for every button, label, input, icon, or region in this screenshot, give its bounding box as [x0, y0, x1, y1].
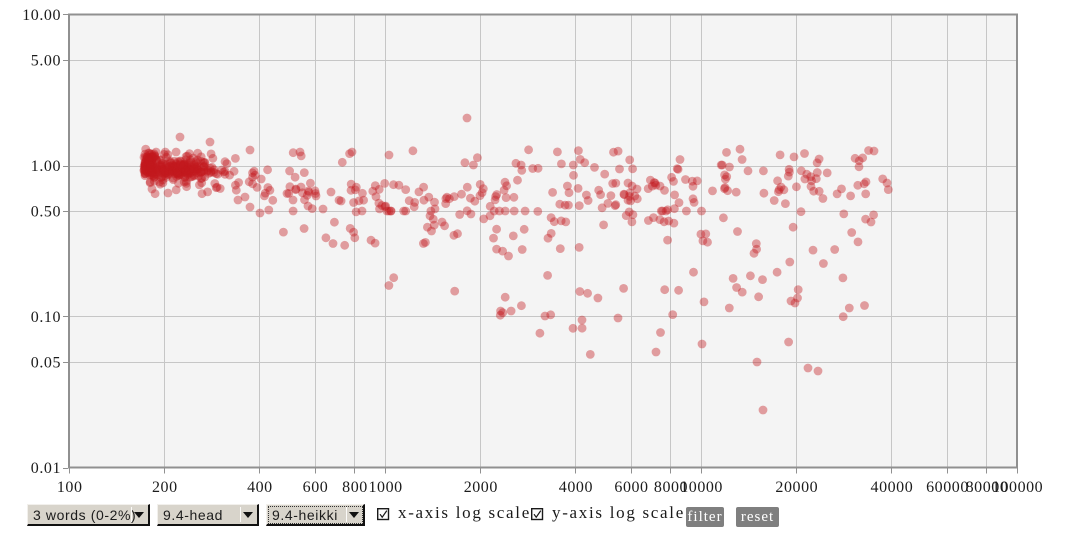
svg-text:0.05: 0.05 [31, 355, 61, 372]
svg-text:10000: 10000 [680, 479, 723, 496]
svg-text:10.00: 10.00 [22, 7, 61, 24]
svg-text:0.01: 0.01 [31, 460, 61, 477]
svg-text:2000: 2000 [464, 479, 498, 496]
svg-text:200: 200 [152, 479, 178, 496]
svg-text:6000: 6000 [614, 479, 648, 496]
svg-text:4000: 4000 [559, 479, 593, 496]
svg-text:1.00: 1.00 [31, 158, 61, 175]
svg-text:600: 600 [303, 479, 329, 496]
svg-text:60000: 60000 [926, 479, 969, 496]
svg-text:8000: 8000 [654, 479, 688, 496]
svg-text:40000: 40000 [871, 479, 914, 496]
svg-text:400: 400 [247, 479, 273, 496]
svg-text:80000: 80000 [966, 479, 1009, 496]
svg-text:100000: 100000 [992, 479, 1043, 496]
svg-text:800: 800 [342, 479, 368, 496]
svg-text:100: 100 [57, 479, 83, 496]
svg-text:0.50: 0.50 [31, 204, 61, 221]
svg-text:5.00: 5.00 [31, 53, 61, 70]
svg-text:0.10: 0.10 [31, 309, 61, 326]
svg-text:1000: 1000 [368, 479, 402, 496]
svg-text:20000: 20000 [775, 479, 818, 496]
